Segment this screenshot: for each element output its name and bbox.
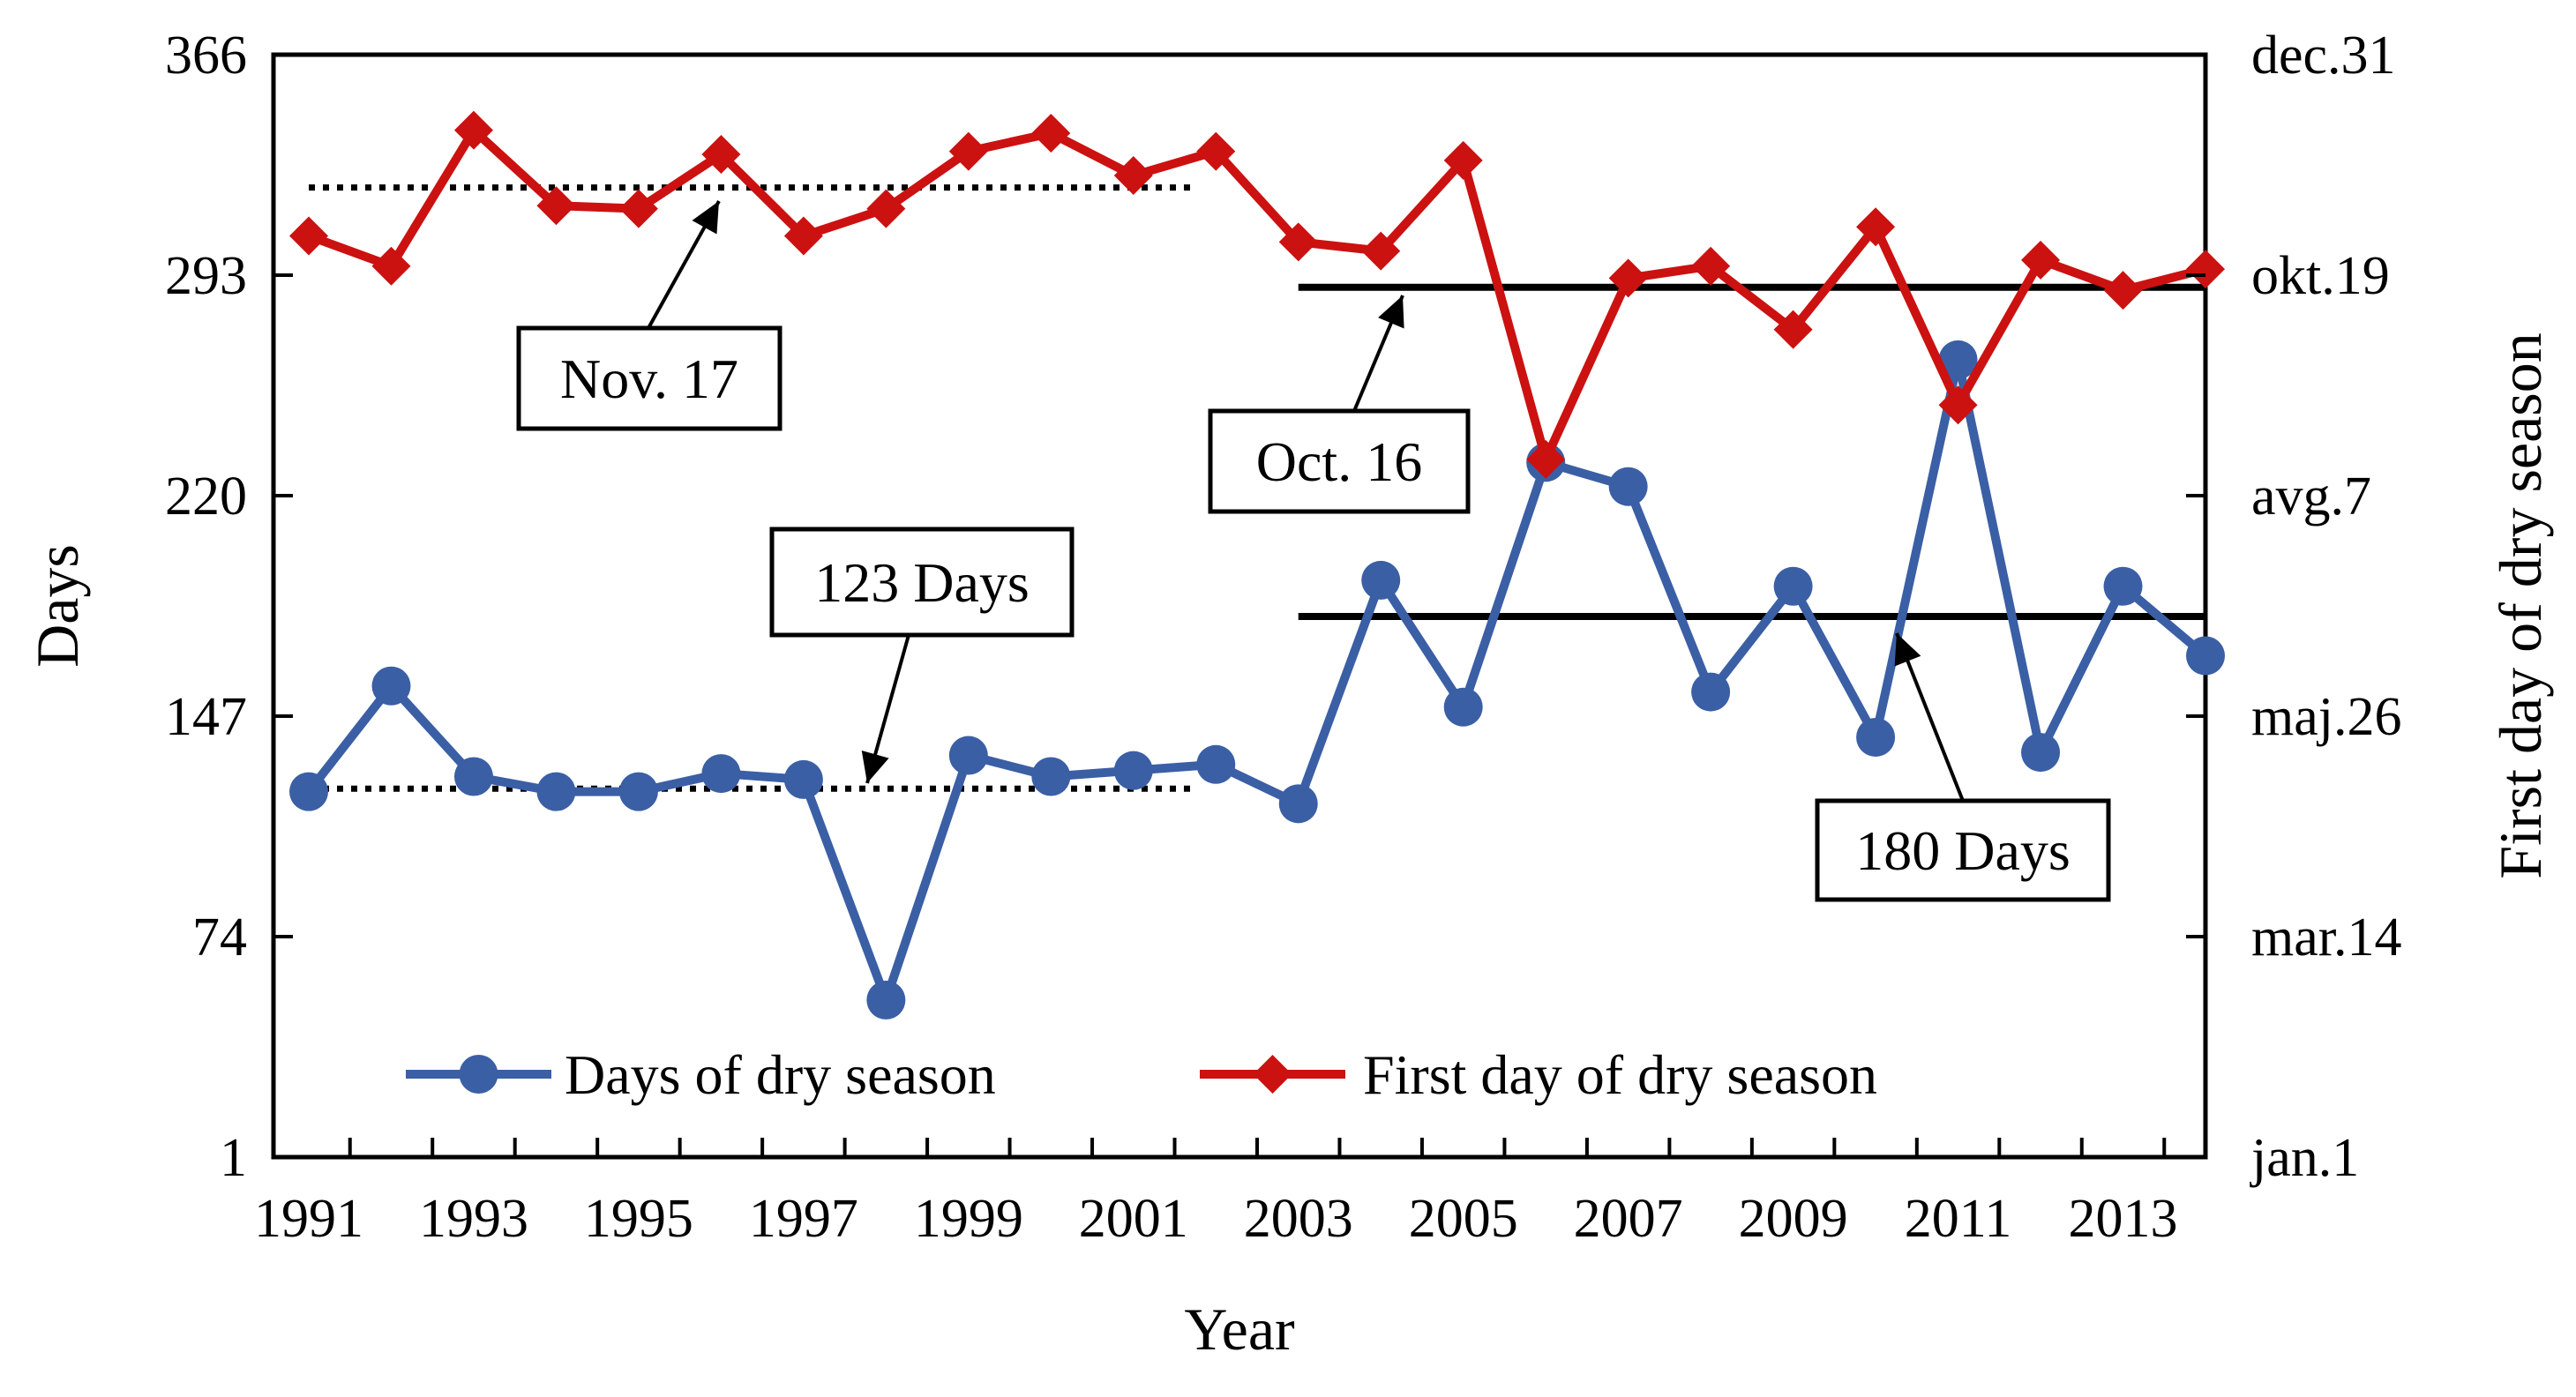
data-point	[1608, 467, 1648, 506]
x-tick-label: 2001	[1079, 1189, 1188, 1249]
y-tick-label-right: okt.19	[2251, 246, 2390, 306]
data-point	[2021, 240, 2061, 280]
annotation-arrow-line	[1895, 632, 1965, 802]
data-point	[1113, 751, 1153, 790]
data-point	[1278, 222, 1318, 262]
plot-frame	[271, 52, 2208, 1160]
data-point	[618, 189, 658, 228]
data-point	[536, 772, 576, 811]
y-tick-label-right: avg.7	[2251, 467, 2371, 527]
x-tick-label: 2009	[1739, 1189, 1848, 1249]
annotation-arrowhead	[861, 750, 889, 783]
x-tick-label: 2013	[2069, 1189, 2178, 1249]
y-tick-label-left: 366	[165, 26, 247, 86]
legend-label: Days of dry season	[565, 1043, 996, 1106]
data-point	[1196, 131, 1236, 171]
data-point	[783, 759, 823, 799]
data-point	[948, 736, 988, 775]
annotation-box	[769, 527, 1075, 638]
data-point	[453, 110, 493, 150]
x-tick-label: 1991	[254, 1189, 363, 1249]
annotation-arrowhead	[1894, 633, 1921, 667]
data-point	[618, 772, 658, 811]
data-point	[1361, 231, 1401, 271]
annotation-box	[1815, 798, 2111, 902]
data-point	[2186, 636, 2225, 676]
x-tick-label: 1995	[584, 1189, 693, 1249]
data-point	[1773, 566, 1813, 606]
annotation-label: 123 Days	[814, 551, 1030, 614]
data-point	[453, 757, 493, 796]
y-tick-label-right: maj.26	[2251, 687, 2401, 747]
data-point	[866, 189, 906, 228]
annotation-box	[516, 325, 783, 431]
data-point	[1773, 310, 1813, 349]
data-point	[1196, 744, 1236, 784]
data-point	[2021, 733, 2061, 773]
data-point	[1691, 246, 1731, 286]
data-point	[1938, 385, 1978, 425]
y-axis-title-right: First day of dry season	[2487, 332, 2554, 878]
data-point	[289, 216, 328, 256]
data-point	[289, 772, 328, 811]
y-tick-label-left: 147	[165, 687, 247, 747]
series-layer	[289, 110, 2225, 1020]
x-tick-label: 2011	[1905, 1189, 2012, 1249]
data-point	[536, 186, 576, 226]
y-axis-title-left: Days	[24, 544, 91, 668]
legend: Days of dry season First day of dry seaso…	[406, 1043, 1877, 1106]
annotation-label: Nov. 17	[560, 347, 738, 410]
data-point	[2186, 250, 2225, 289]
annotation-arrowhead	[1378, 295, 1404, 329]
axes: 1 jan.1 74 mar.14 147 maj.26 220 avg.7 293 okt.19…	[24, 26, 2554, 1363]
y-tick-label-left: 74	[192, 908, 247, 967]
y-tick-label-left: 220	[165, 467, 247, 527]
annotation-box	[1208, 408, 1471, 514]
data-point	[371, 246, 411, 286]
data-point	[371, 666, 411, 706]
data-point	[1443, 687, 1483, 727]
y-tick-label-right: mar.14	[2251, 908, 2401, 967]
data-point	[783, 216, 823, 256]
data-point	[1856, 207, 1896, 247]
data-point	[1278, 784, 1318, 824]
data-point	[1031, 757, 1071, 796]
data-point	[1526, 439, 1566, 479]
x-tick-label: 1997	[749, 1189, 858, 1249]
data-point	[1031, 114, 1071, 153]
data-point	[1443, 140, 1483, 180]
data-point	[1691, 672, 1731, 712]
data-point	[866, 980, 906, 1020]
x-tick-label: 1999	[914, 1189, 1023, 1249]
annotation-label: 180 Days	[1855, 819, 2071, 882]
data-point	[1938, 340, 1978, 379]
x-tick-label: 2003	[1244, 1189, 1353, 1249]
x-axis-title: Year	[1184, 1296, 1295, 1363]
y-tick-label-right: dec.31	[2251, 26, 2396, 86]
x-tick-label: 2007	[1574, 1189, 1683, 1249]
annotations: Nov. 17 123 Days Oct. 16 180 Days	[516, 200, 2111, 902]
x-tick-label: 1993	[419, 1189, 528, 1249]
data-point	[2103, 566, 2143, 606]
legend-label: First day of dry season	[1363, 1043, 1877, 1106]
y-tick-label-left: 293	[165, 246, 247, 306]
data-point	[1113, 155, 1153, 195]
legend-marker	[459, 1055, 498, 1094]
y-tick-label-right: jan.1	[2250, 1128, 2359, 1188]
data-point	[948, 131, 988, 171]
annotation-label: Oct. 16	[1256, 430, 1422, 493]
data-point	[1361, 560, 1401, 600]
data-point	[701, 754, 741, 794]
data-point	[1856, 717, 1896, 757]
legend-marker	[1253, 1055, 1292, 1094]
y-tick-label-left: 1	[220, 1128, 247, 1188]
data-point	[701, 135, 741, 175]
annotation-arrowhead	[692, 201, 719, 235]
plot-area	[271, 52, 2208, 1160]
x-tick-label: 2005	[1409, 1189, 1518, 1249]
data-point	[2103, 271, 2143, 310]
data-point	[1608, 258, 1648, 298]
